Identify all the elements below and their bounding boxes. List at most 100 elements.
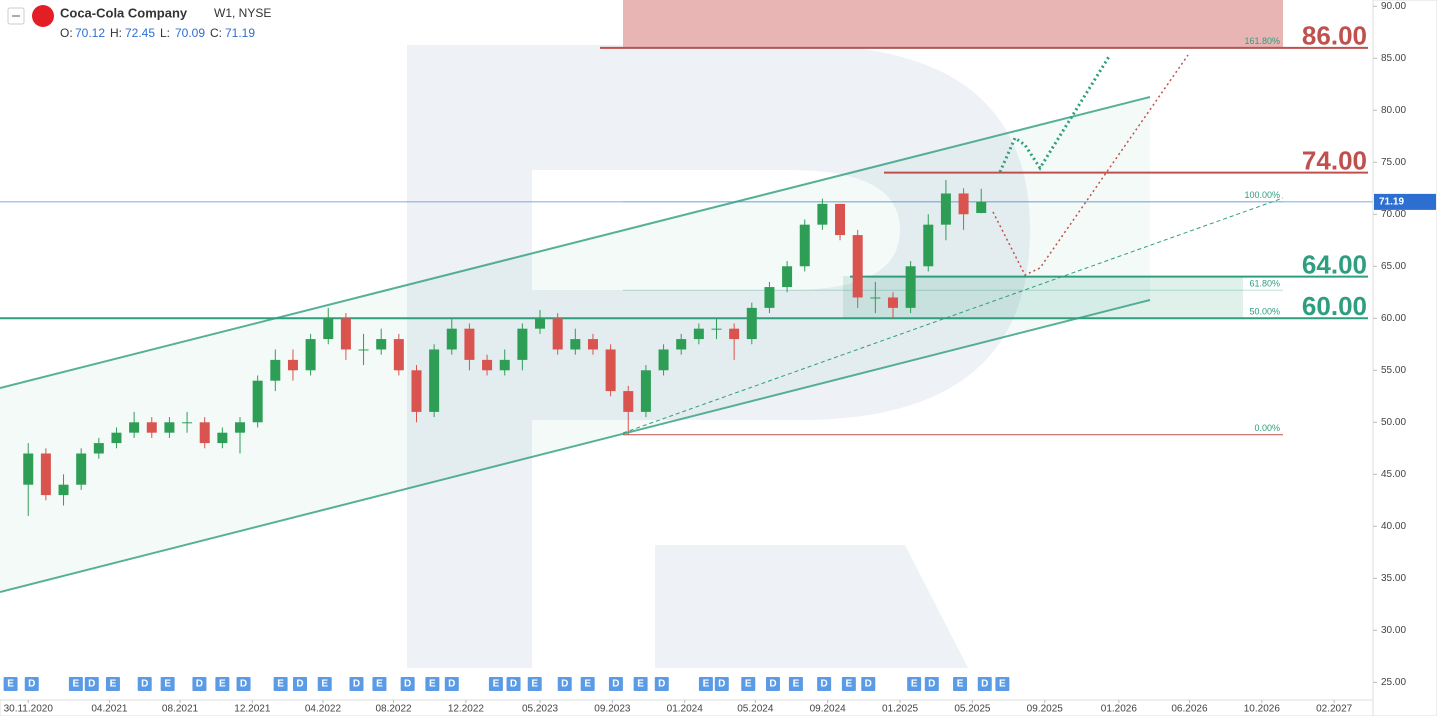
event-marker (425, 677, 440, 691)
candle-body (905, 266, 916, 308)
event-marker (68, 677, 83, 691)
event-marker (924, 677, 939, 691)
event-label: D (448, 679, 455, 690)
event-marker (977, 677, 992, 691)
candle-body (287, 359, 298, 371)
event-label: D (612, 679, 619, 690)
event-marker (400, 677, 415, 691)
watermark (407, 45, 1030, 668)
event-label: D (981, 679, 988, 690)
candle-body (40, 453, 51, 496)
candle-body (887, 297, 898, 308)
event-marker (444, 677, 459, 691)
candle-body (623, 391, 634, 412)
x-tick-label: 01.2024 (667, 704, 704, 715)
event-marker (557, 677, 572, 691)
event-label: D (928, 679, 935, 690)
event-marker (841, 677, 856, 691)
candle-body (640, 370, 651, 412)
ohlc-key: C: (210, 26, 222, 40)
candle-body (958, 193, 969, 215)
x-tick-label: 04.2022 (305, 704, 342, 715)
candle-body (835, 203, 846, 236)
event-label: D (296, 679, 303, 690)
x-tick-label: 08.2022 (375, 704, 412, 715)
event-label: E (321, 679, 328, 690)
y-tick-label: 60.00 (1381, 313, 1406, 324)
fib-label: 0.00% (1254, 423, 1280, 433)
y-tick-label: 75.00 (1381, 157, 1406, 168)
event-marker (24, 677, 39, 691)
trend-dashed (622, 197, 1284, 434)
candle-body (129, 422, 140, 433)
event-marker (488, 677, 503, 691)
candle-body (923, 224, 934, 267)
fib-label: 161.80% (1244, 36, 1280, 46)
event-label: D (28, 679, 35, 690)
logo (32, 5, 54, 27)
x-tick-label: 04.2021 (91, 704, 128, 715)
event-label: D (510, 679, 517, 690)
candle-body (376, 339, 387, 350)
x-tick-label: 09.2024 (810, 704, 847, 715)
candle-body (711, 328, 722, 330)
event-label: D (196, 679, 203, 690)
candle-body (693, 328, 704, 340)
event-label: D (353, 679, 360, 690)
event-label: E (637, 679, 644, 690)
candle-body (746, 307, 757, 340)
x-tick-label: 08.2021 (162, 704, 199, 715)
event-marker (788, 677, 803, 691)
fib-label: 100.00% (1244, 190, 1280, 200)
candle-body (305, 339, 316, 371)
ohlc-value: 70.12 (75, 26, 105, 40)
event-marker (273, 677, 288, 691)
x-tick-label: 01.2025 (882, 704, 919, 715)
event-label: E (584, 679, 591, 690)
event-marker (137, 677, 152, 691)
x-tick-label: 01.2026 (1101, 704, 1138, 715)
x-tick-label: 10.2026 (1244, 704, 1281, 715)
candle-body (93, 443, 104, 454)
candle-body (605, 349, 616, 392)
candle-body (340, 318, 351, 350)
y-tick-label: 40.00 (1381, 521, 1406, 532)
candle-body (587, 339, 598, 350)
event-label: E (493, 679, 500, 690)
event-label: D (865, 679, 872, 690)
candle-body (976, 201, 987, 214)
event-label: E (911, 679, 918, 690)
event-marker (580, 677, 595, 691)
price-axis (1372, 0, 1437, 717)
x-tick-label: 05.2023 (522, 704, 559, 715)
candle-body (799, 224, 810, 267)
x-tick-label: 09.2023 (594, 704, 631, 715)
candle-body (76, 453, 87, 485)
candle-body (817, 203, 828, 225)
candle-body (499, 359, 510, 371)
ohlc-header: O: 70.12 H: 72.45 L: 70.09 C: 71.19 (60, 26, 255, 40)
event-label: E (846, 679, 853, 690)
candle-body (111, 432, 122, 444)
candle-body (199, 422, 210, 444)
event-label: D (821, 679, 828, 690)
event-marker (698, 677, 713, 691)
event-marker (349, 677, 364, 691)
candle-body (58, 484, 69, 496)
event-label: E (164, 679, 171, 690)
event-label: D (769, 679, 776, 690)
event-marker (506, 677, 521, 691)
x-tick-label: 05.2024 (737, 704, 774, 715)
y-tick-label: 80.00 (1381, 105, 1406, 116)
candle-body (517, 328, 528, 360)
event-label: E (429, 679, 436, 690)
event-marker (907, 677, 922, 691)
event-label: D (240, 679, 247, 690)
candle-body (23, 453, 34, 485)
event-label: E (277, 679, 284, 690)
level-label: 86.00 (1302, 21, 1367, 51)
x-tick-label: 02.2027 (1316, 704, 1353, 715)
candle-body (164, 422, 175, 433)
bear-arrow (992, 54, 1189, 276)
candle-body (464, 328, 475, 360)
